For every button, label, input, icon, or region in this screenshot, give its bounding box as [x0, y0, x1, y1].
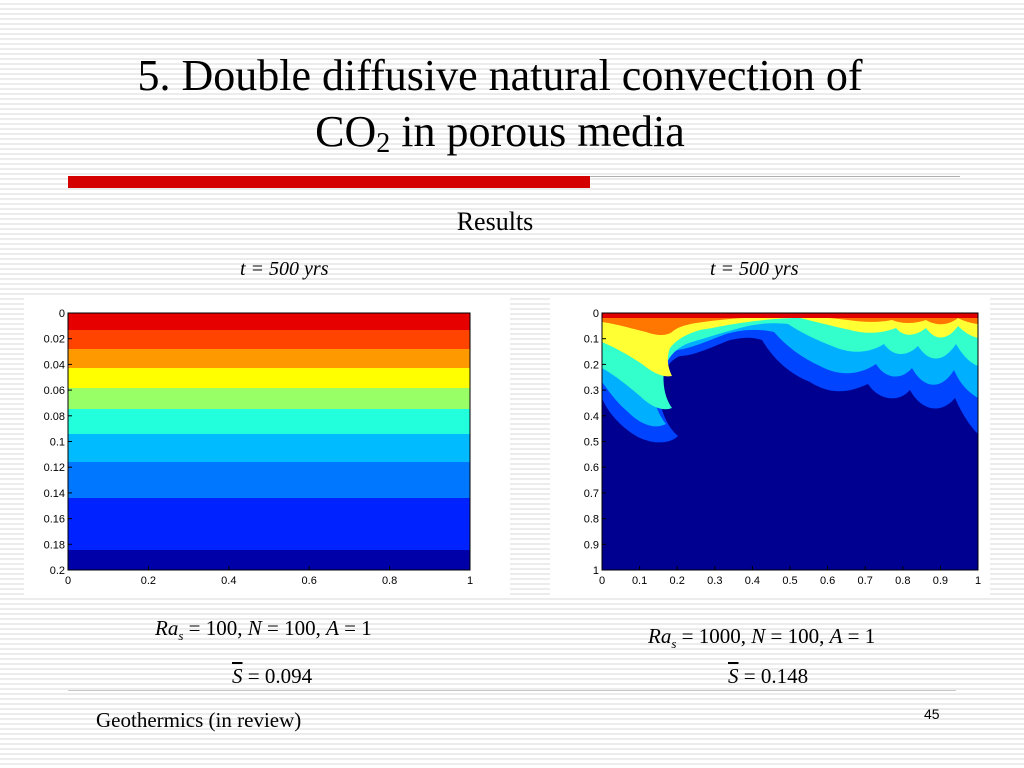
right-axis-ticks: 0 0.1 0.2 0.3 0.4 0.5 0.6 0.7 0.8 0.9 100.10.20.30…: [584, 308, 981, 587]
right-y-tick-label: 0: [593, 308, 599, 320]
left-x-tick-label: 0.4: [221, 575, 236, 587]
right-x-tick-label: 1: [975, 575, 981, 587]
right-y-tick-label: 1: [593, 565, 599, 577]
footer-citation: Geothermics (in review): [96, 708, 302, 732]
band-9: [68, 498, 470, 550]
title-line-2: CO2 in porous media: [40, 104, 960, 160]
left-x-tick-label: 1: [467, 575, 473, 587]
right-x-tick-label: 0: [599, 575, 605, 587]
left-n-value: = 100,: [261, 616, 327, 640]
right-x-tick-label: 0.6: [820, 575, 835, 587]
right-ra-symbol: Ra: [648, 624, 672, 648]
left-x-tick-label: 0.6: [302, 575, 317, 587]
band-2: [68, 330, 470, 349]
right-y-tick-label: 0.1: [584, 334, 599, 346]
left-x-tick-label: 0.2: [141, 575, 156, 587]
top-red-strip: [602, 313, 978, 318]
left-y-tick-label: 0: [59, 308, 65, 320]
left-parameters: Ras = 100, N = 100, A = 1: [155, 616, 372, 644]
band-1: [68, 313, 470, 330]
right-x-tick-label: 0.8: [895, 575, 910, 587]
right-n-value: = 100,: [765, 624, 830, 648]
band-6: [68, 409, 470, 434]
left-y-tick-label: 0.16: [44, 514, 65, 526]
right-n-symbol: N: [751, 624, 766, 648]
right-y-tick-label: 0.9: [584, 539, 599, 551]
left-contour-plot: 0 0.2 0.4 0.6 0.8 100.020.040.060.080.10.120.…: [44, 308, 473, 587]
right-x-tick-label: 0.4: [745, 575, 760, 587]
left-x-tick-label: 0: [65, 575, 71, 587]
right-y-tick-label: 0.2: [584, 359, 599, 371]
title-line-1: 5. Double diffusive natural convection o…: [137, 51, 863, 100]
right-x-tick-label: 0.5: [782, 575, 797, 587]
left-contour-bands: [68, 313, 470, 570]
band-10: [68, 550, 470, 570]
right-x-tick-label: 0.2: [670, 575, 685, 587]
left-s-value: S = 0.094: [232, 664, 312, 689]
left-y-tick-label: 0.14: [44, 488, 65, 500]
left-ra-subscript: s: [178, 628, 184, 644]
right-s-value: S = 0.148: [728, 664, 808, 689]
right-y-tick-label: 0.8: [584, 514, 599, 526]
left-y-tick-label: 0.12: [44, 462, 65, 474]
band-8: [68, 462, 470, 498]
right-y-tick-label: 0.3: [584, 385, 599, 397]
right-y-tick-label: 0.6: [584, 462, 599, 474]
right-y-tick-label: 0.4: [584, 411, 599, 423]
title-accent-bar: [68, 176, 590, 188]
right-time-label: t = 500 yrs: [710, 258, 799, 280]
slide-title: 5. Double diffusive natural convection o…: [40, 48, 960, 160]
title-rest: in porous media: [390, 107, 685, 156]
left-x-tick-label: 0.8: [382, 575, 397, 587]
left-a-value: = 1: [338, 616, 372, 640]
right-a-symbol: A: [829, 624, 843, 648]
left-axis-ticks: 0 0.2 0.4 0.6 0.8 100.020.040.060.080.10.120.…: [44, 308, 473, 587]
left-a-symbol: A: [326, 616, 339, 640]
right-x-tick-label: 0.1: [632, 575, 647, 587]
left-y-tick-label: 0.02: [44, 334, 65, 346]
right-x-tick-label: 0.7: [858, 575, 873, 587]
left-y-tick-label: 0.2: [50, 565, 65, 577]
right-y-tick-label: 0.5: [584, 437, 599, 449]
band-5: [68, 388, 470, 409]
left-s-symbol: S: [232, 664, 243, 688]
right-x-tick-label: 0.9: [933, 575, 948, 587]
left-n-symbol: N: [247, 616, 262, 640]
right-contour-plot: 0 0.1 0.2 0.3 0.4 0.5 0.6 0.7 0.8 0.9 100.10.20.30…: [584, 308, 981, 587]
left-ra-value: = 100,: [183, 616, 248, 640]
footer-divider: [68, 690, 956, 691]
right-parameters: Ras = 1000, N = 100, A = 1: [648, 624, 875, 652]
left-ra-symbol: Ra: [155, 616, 179, 640]
left-y-tick-label: 0.04: [44, 359, 65, 371]
left-y-tick-label: 0.1: [50, 437, 65, 449]
right-ra-subscript: s: [671, 636, 677, 652]
page-number: 45: [924, 706, 940, 722]
band-3: [68, 349, 470, 368]
right-y-tick-label: 0.7: [584, 488, 599, 500]
plume-yellow: [602, 313, 978, 377]
band-7: [68, 434, 470, 462]
right-ra-value: = 1000,: [676, 624, 752, 648]
left-y-tick-label: 0.08: [44, 411, 65, 423]
plume-aqua: [602, 313, 978, 410]
left-s-number: = 0.094: [242, 664, 313, 688]
title-subscript: 2: [376, 128, 391, 159]
right-x-tick-label: 0.3: [707, 575, 722, 587]
title-co: CO: [315, 107, 377, 156]
left-y-tick-label: 0.18: [44, 539, 65, 551]
plume-orange: [602, 313, 978, 335]
left-time-label: t = 500 yrs: [240, 258, 329, 280]
right-a-value: = 1: [842, 624, 876, 648]
right-s-symbol: S: [728, 664, 739, 688]
left-y-tick-label: 0.06: [44, 385, 65, 397]
results-heading: Results: [456, 207, 534, 236]
band-4: [68, 368, 470, 388]
title-divider-line: [590, 176, 960, 177]
right-s-number: = 0.148: [738, 664, 809, 688]
